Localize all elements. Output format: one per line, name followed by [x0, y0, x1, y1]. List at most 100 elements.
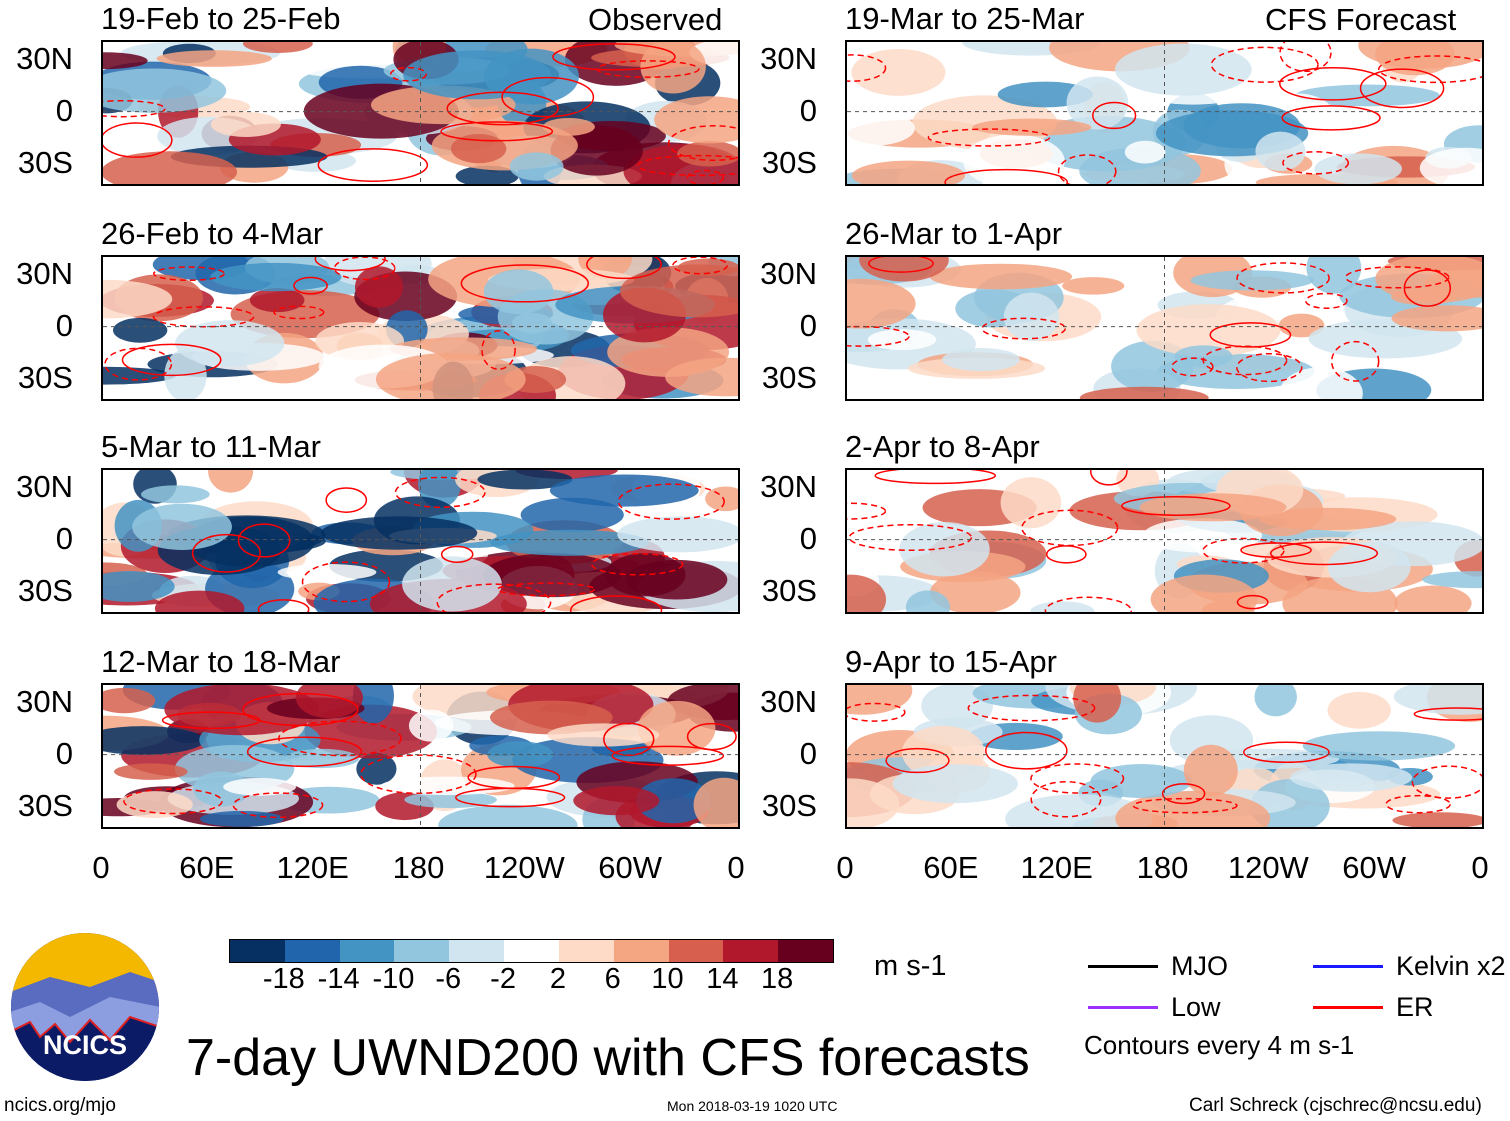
er-contour: [481, 330, 516, 370]
er-contour: [242, 692, 359, 727]
lat-tick-label: 30N: [760, 684, 817, 719]
lat-tick-label: 0: [799, 93, 817, 128]
lat-tick-label: 30S: [17, 788, 73, 823]
lat-tick-label: 30N: [760, 256, 817, 291]
er-contour: [191, 533, 261, 573]
ncics-logo: NCICS: [10, 932, 160, 1082]
wind-anomaly-blob: [637, 700, 716, 756]
wind-anomaly-blob: [847, 278, 916, 329]
colorbar-tick-label: 10: [651, 963, 684, 995]
wind-anomaly-blob: [304, 704, 438, 759]
er-contour: [967, 694, 1096, 722]
er-contour: [847, 54, 887, 82]
wind-anomaly-blob: [1314, 153, 1402, 184]
er-contour: [237, 523, 291, 558]
wind-anomaly-blob: [851, 49, 946, 96]
wind-anomaly-blob: [193, 771, 250, 807]
lat-tick-label: 30N: [16, 41, 73, 76]
wind-anomaly-blob: [375, 352, 526, 399]
colorbar-swatch: [613, 940, 669, 962]
lon-tick-label: 0: [1471, 850, 1489, 885]
wind-anomaly-blob: [403, 50, 551, 100]
colorbar-swatch: [339, 940, 395, 962]
wind-anomaly-blob: [164, 685, 319, 736]
wind-anomaly-blob: [490, 529, 650, 556]
er-contour: [1305, 292, 1348, 309]
legend-label: Kelvin x2: [1396, 951, 1506, 981]
wind-anomaly-blob: [483, 269, 554, 315]
footer-timestamp: Mon 2018-03-19 1020 UTC: [667, 1098, 838, 1114]
wind-anomaly-blob: [1066, 76, 1129, 130]
wind-anomaly-blob: [847, 685, 913, 715]
lon-tick-label: 0: [92, 850, 110, 885]
er-contour: [1030, 763, 1125, 794]
wind-anomaly-blob: [243, 42, 313, 54]
wind-anomaly-blob: [103, 52, 148, 70]
er-contour: [1411, 765, 1482, 799]
colorbar-swatch: [778, 940, 833, 962]
wind-anomaly-blob: [1142, 518, 1263, 553]
er-contour: [552, 43, 676, 71]
map-panel: [845, 468, 1484, 614]
er-contour: [1089, 470, 1128, 486]
wind-anomaly-blob: [352, 685, 394, 724]
colorbar-swatch: [284, 940, 340, 962]
wind-anomaly-blob: [573, 786, 660, 816]
lat-tick-label: 30S: [761, 788, 817, 823]
lon-tick-label: 180: [1136, 850, 1189, 885]
wind-anomaly-blob: [972, 118, 1092, 136]
lat-tick-label: 30N: [16, 256, 73, 291]
er-contour: [617, 483, 725, 520]
map-panel: [101, 255, 740, 401]
er-contour: [1171, 357, 1214, 377]
er-contour: [314, 257, 386, 272]
wind-anomaly-blob: [1003, 292, 1060, 341]
lon-tick-label: 120E: [276, 850, 349, 885]
wind-anomaly-blob: [1302, 731, 1456, 761]
colorbar-swatch: [723, 940, 779, 962]
svg-text:NCICS: NCICS: [43, 1030, 127, 1060]
lon-tick-label: 0: [727, 850, 745, 885]
wind-anomaly-blob: [103, 726, 205, 755]
colorbar-tick-label: -10: [372, 963, 415, 995]
er-contour: [440, 545, 474, 564]
er-contour: [293, 276, 328, 295]
panel-title: 19-Mar to 25-Mar: [845, 1, 1085, 36]
er-contour: [103, 99, 166, 118]
wind-anomaly-blob: [1115, 790, 1271, 827]
wind-anomaly-blob: [112, 317, 168, 343]
er-contour: [1385, 794, 1451, 814]
footer-url[interactable]: ncics.org/mjo: [4, 1095, 116, 1116]
wind-anomaly-blob: [942, 348, 1020, 372]
wind-anomaly-blob: [210, 112, 281, 137]
wind-anomaly-blob: [1306, 257, 1362, 294]
wind-anomaly-blob: [1391, 305, 1482, 332]
er-contour: [611, 745, 725, 766]
er-contour: [1413, 707, 1482, 721]
lat-tick-label: 0: [55, 521, 73, 556]
er-contour: [1279, 42, 1332, 73]
legend-label: ER: [1396, 992, 1434, 1022]
lat-tick-label: 0: [799, 521, 817, 556]
er-contour: [246, 736, 363, 768]
wind-anomaly-blob: [617, 516, 738, 553]
wind-anomaly-blob: [1327, 691, 1391, 729]
lat-tick-label: 30S: [761, 360, 817, 395]
wind-anomaly-blob: [1393, 685, 1482, 715]
wind-anomaly-blob: [512, 312, 553, 334]
lat-tick-label: 0: [799, 736, 817, 771]
wind-anomaly-blob: [1279, 367, 1363, 399]
panel-title: 9-Apr to 15-Apr: [845, 644, 1057, 679]
wind-anomaly-blob: [103, 687, 156, 714]
lon-tick-label: 60E: [179, 850, 235, 885]
wind-anomaly-blob: [930, 571, 1021, 612]
er-contour: [1330, 340, 1380, 382]
wind-anomaly-blob: [164, 349, 207, 399]
er-contour: [848, 523, 973, 552]
wind-anomaly-blob: [520, 497, 624, 533]
map-panel: [845, 255, 1484, 401]
wind-anomaly-blob: [1258, 507, 1397, 531]
lon-tick-label: 60W: [598, 850, 663, 885]
wind-anomaly-blob: [1111, 340, 1194, 393]
